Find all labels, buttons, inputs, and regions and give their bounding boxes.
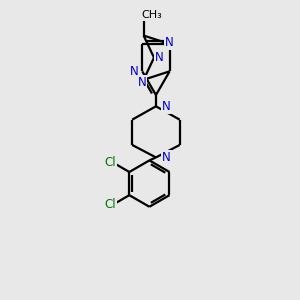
Text: N: N [162, 100, 171, 113]
Text: N: N [138, 76, 146, 89]
Text: N: N [130, 65, 138, 78]
Text: Cl: Cl [104, 198, 116, 211]
Text: N: N [155, 51, 164, 64]
Text: CH₃: CH₃ [142, 10, 162, 20]
Text: N: N [165, 36, 174, 49]
Text: Cl: Cl [104, 156, 116, 169]
Text: N: N [162, 151, 171, 164]
